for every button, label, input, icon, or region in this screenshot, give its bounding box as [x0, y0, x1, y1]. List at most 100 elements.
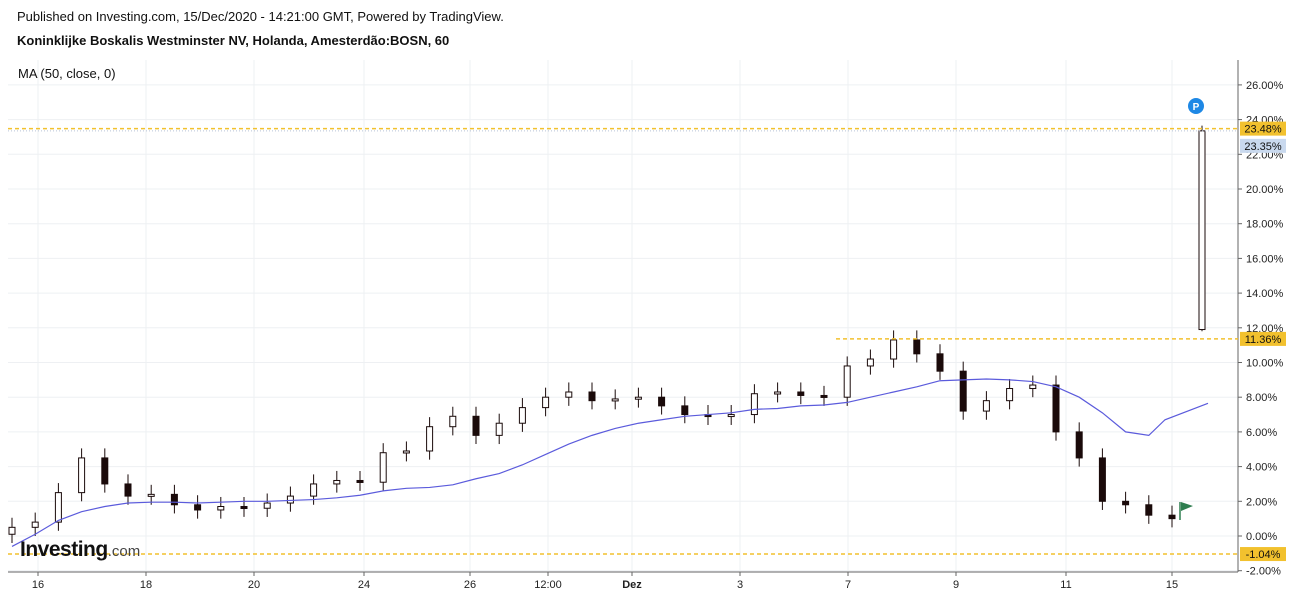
candle-down — [588, 391, 596, 402]
candle-down — [959, 370, 967, 412]
price-tag-box — [1240, 547, 1286, 562]
y-tick-label: 18.00% — [1246, 219, 1284, 231]
ma-series-line — [11, 378, 1209, 547]
candle-down — [1052, 384, 1060, 433]
candle-up — [495, 422, 503, 436]
logo-suffix: .com — [107, 543, 141, 560]
y-tick-label: 16.00% — [1246, 253, 1284, 265]
x-tick-label: 24 — [358, 579, 370, 591]
y-tick-label: 14.00% — [1246, 288, 1284, 300]
y-tick-label: 0.00% — [1246, 531, 1277, 543]
x-tick-label: 20 — [248, 579, 260, 591]
candle-up — [890, 339, 898, 360]
x-tick-label: 26 — [464, 579, 476, 591]
candle-down — [1145, 504, 1153, 516]
x-tick-label: 3 — [737, 579, 743, 591]
candle-up — [449, 415, 457, 428]
candle-up — [379, 452, 387, 483]
price-tags: 23.48% 23.35% 11.36% -1.04% — [1240, 121, 1286, 562]
candle-down — [101, 457, 109, 485]
x-tick-label: 18 — [140, 579, 152, 591]
candle-up — [611, 398, 619, 402]
candle-up — [147, 493, 155, 497]
candle-up — [565, 391, 573, 398]
candle-down — [194, 504, 202, 511]
candle-down — [1098, 457, 1106, 502]
candle-down — [658, 396, 666, 407]
candle-down — [936, 353, 944, 372]
candle-up — [1006, 388, 1014, 402]
candle-up — [1029, 384, 1037, 390]
price-tag-label: 23.35% — [1244, 141, 1282, 153]
y-tick-label: 12.00% — [1246, 323, 1284, 335]
p-marker-letter: P — [1193, 102, 1200, 113]
candle-down — [797, 391, 805, 396]
candles — [8, 125, 1206, 543]
candle-down — [913, 339, 921, 355]
y-axis-ticks: 26.00%24.00%22.00%20.00%18.00%16.00%14.0… — [1238, 80, 1284, 578]
candle-up — [518, 407, 526, 424]
candle-down — [356, 479, 364, 483]
candle-down — [472, 415, 480, 436]
x-tick-label: 12:00 — [534, 579, 562, 591]
x-tick-label: 9 — [953, 579, 959, 591]
candle-up — [31, 521, 39, 528]
y-tick-label: 6.00% — [1246, 427, 1277, 439]
candle-up — [402, 450, 410, 454]
price-tag-box — [1240, 331, 1286, 346]
candle-up — [1198, 130, 1206, 331]
chart-grid — [8, 60, 1238, 572]
candle-up — [8, 526, 16, 535]
flag-icon[interactable] — [1181, 502, 1193, 511]
candle-down — [681, 405, 689, 416]
y-tick-label: 4.00% — [1246, 462, 1277, 474]
candle-down — [170, 493, 178, 506]
chart-markers: P — [1179, 98, 1204, 520]
y-tick-label: 26.00% — [1246, 80, 1284, 92]
candle-up — [54, 492, 62, 523]
candle-up — [843, 365, 851, 398]
y-tick-label: -2.00% — [1246, 566, 1281, 578]
price-tag-label: -1.04% — [1246, 549, 1281, 561]
candle-up — [78, 457, 86, 494]
candle-up — [727, 414, 735, 418]
y-tick-label: 8.00% — [1246, 392, 1277, 404]
x-tick-label: 7 — [845, 579, 851, 591]
candle-up — [542, 396, 550, 409]
x-tick-label: 16 — [32, 579, 44, 591]
x-tick-label: 11 — [1060, 579, 1071, 591]
candle-up — [982, 400, 990, 412]
chart-axes — [8, 60, 1239, 573]
indicator-label[interactable]: MA (50, close, 0) — [18, 66, 116, 81]
candle-up — [774, 391, 782, 395]
candle-up — [310, 483, 318, 497]
candle-up — [426, 426, 434, 452]
candle-down — [124, 483, 132, 497]
price-tag-box — [1240, 121, 1286, 136]
candle-up — [217, 506, 225, 511]
candle-up — [263, 502, 271, 509]
candle-down — [820, 394, 828, 398]
price-tag-label: 11.36% — [1245, 334, 1282, 346]
price-tag-label: 23.48% — [1244, 124, 1282, 136]
x-tick-label: 15 — [1166, 579, 1178, 591]
y-tick-label: 10.00% — [1246, 358, 1284, 370]
x-axis-ticks: 16 18 20 24 26 12:00 Dez 3 7 9 11 15 — [32, 572, 1178, 591]
logo-brand: Investing — [20, 538, 108, 561]
candle-down — [1122, 500, 1130, 506]
y-tick-label: 2.00% — [1246, 496, 1277, 508]
y-tick-label: 20.00% — [1246, 184, 1284, 196]
candle-up — [286, 495, 294, 504]
candle-up — [333, 479, 341, 485]
price-levels — [8, 127, 1238, 555]
p-marker-icon[interactable] — [1188, 98, 1204, 114]
candle-up — [866, 358, 874, 367]
price-tag-box — [1240, 138, 1286, 153]
candle-down — [1168, 514, 1176, 520]
candle-down — [240, 506, 248, 510]
published-note: Published on Investing.com, 15/Dec/2020 … — [17, 9, 504, 24]
candle-down — [1075, 431, 1083, 459]
ma-line — [11, 378, 1209, 547]
investing-logo: Investing.com — [20, 538, 140, 562]
